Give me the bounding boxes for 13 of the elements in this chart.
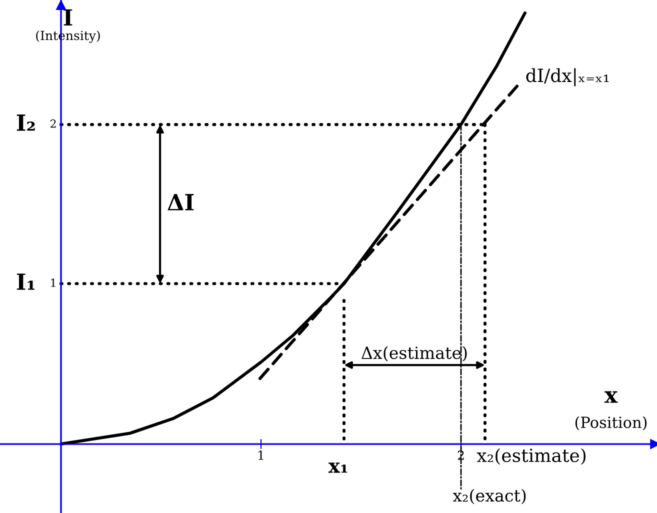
annotation: Δx(estimate) (362, 346, 467, 362)
annotation: I₂ (16, 114, 35, 131)
annotation: ΔI (168, 194, 194, 210)
annotation: x₂(exact) (452, 488, 526, 504)
annotation: I₁ (16, 274, 34, 290)
x-axis-title: x (604, 391, 618, 403)
annotation: dI/dx|ₓ₌ₓ₁ (526, 68, 609, 86)
annotation: 2 (50, 119, 56, 128)
annotation: (Position) (575, 416, 647, 430)
annotation: 1 (51, 278, 56, 287)
annotation: x₂(estimate) (476, 448, 586, 465)
annotation: x₁ (328, 462, 348, 473)
y-axis-title: I (64, 9, 72, 26)
